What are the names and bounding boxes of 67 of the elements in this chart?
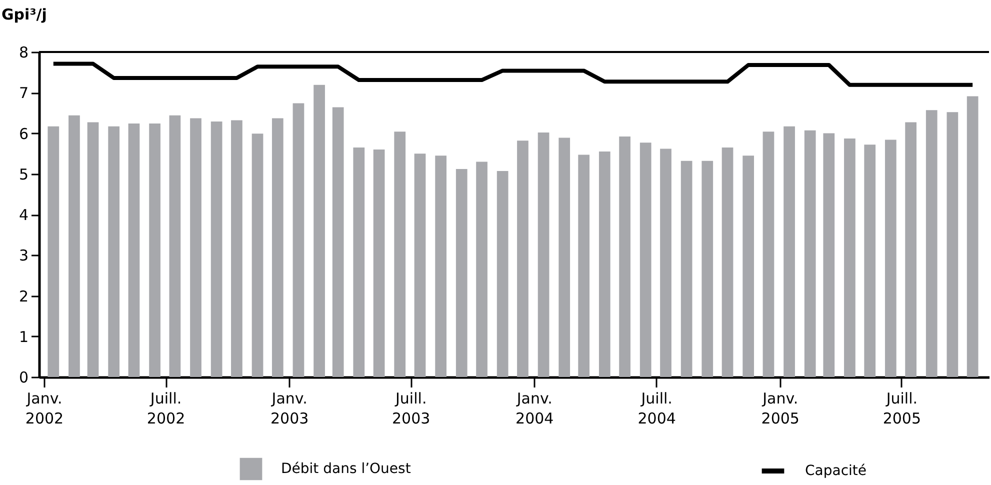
bar <box>680 160 692 377</box>
bar <box>598 152 610 377</box>
bar <box>210 121 222 377</box>
bar <box>762 132 774 377</box>
bar <box>784 126 795 377</box>
bar <box>476 162 488 377</box>
x-tick-label: Janv. 2005 <box>761 390 800 428</box>
y-tick-label: 3 <box>18 246 28 265</box>
bar <box>108 126 120 377</box>
bar <box>578 154 590 377</box>
bar <box>558 138 570 377</box>
bar <box>414 154 426 377</box>
y-tick-label: 2 <box>18 287 28 306</box>
y-tick-label: 7 <box>18 84 28 102</box>
bar <box>87 122 99 377</box>
y-tick-label: 5 <box>18 165 28 184</box>
bar <box>292 103 304 377</box>
x-tick-label: Janv. 2004 <box>516 390 554 428</box>
bar <box>456 169 468 377</box>
bar <box>252 134 264 377</box>
bar <box>231 120 242 377</box>
y-axis-title: Gpi³/j <box>2 6 47 24</box>
bar <box>864 144 876 377</box>
bar <box>394 132 406 377</box>
bar <box>314 84 325 377</box>
bar <box>702 160 714 377</box>
x-tick-label: Juill. 2002 <box>146 390 186 428</box>
bar <box>128 124 140 377</box>
bar <box>48 126 60 377</box>
bar <box>905 122 916 377</box>
y-tick-label: 1 <box>18 328 28 346</box>
line-series <box>51 62 975 87</box>
y-tick-label: 4 <box>18 206 28 224</box>
legend-label: Capacité <box>805 463 867 479</box>
x-tick-label: Juill. 2003 <box>392 390 430 428</box>
bar <box>966 96 978 377</box>
y-tick-label: 8 <box>18 44 28 62</box>
bar <box>804 130 816 377</box>
bar <box>926 110 938 377</box>
bar <box>844 138 856 377</box>
bar <box>660 148 672 377</box>
legend-label: Débit dans l’Ouest <box>281 461 412 477</box>
bar <box>190 118 202 377</box>
bar <box>373 150 385 377</box>
x-tick-label: Janv. 2003 <box>270 390 309 428</box>
bar <box>272 118 284 377</box>
bar <box>149 124 160 377</box>
x-tick-label: Juill. 2005 <box>882 390 922 428</box>
x-tick-label: Juill. 2004 <box>638 390 676 428</box>
bar <box>517 140 528 377</box>
bar <box>538 132 550 377</box>
y-tick-label: 0 <box>18 368 28 386</box>
bar <box>884 140 896 377</box>
bar <box>742 156 754 377</box>
bar <box>332 107 344 377</box>
y-tick-label: 6 <box>18 124 28 143</box>
x-tick-label: Janv. 2002 <box>25 390 64 428</box>
bar <box>946 112 958 377</box>
bar <box>435 156 446 377</box>
bar <box>353 147 365 377</box>
bar <box>619 136 630 377</box>
bar <box>722 147 734 377</box>
bar <box>823 133 835 377</box>
bar <box>169 115 181 377</box>
bar <box>496 171 508 377</box>
bar <box>640 142 652 377</box>
bar <box>68 115 80 377</box>
